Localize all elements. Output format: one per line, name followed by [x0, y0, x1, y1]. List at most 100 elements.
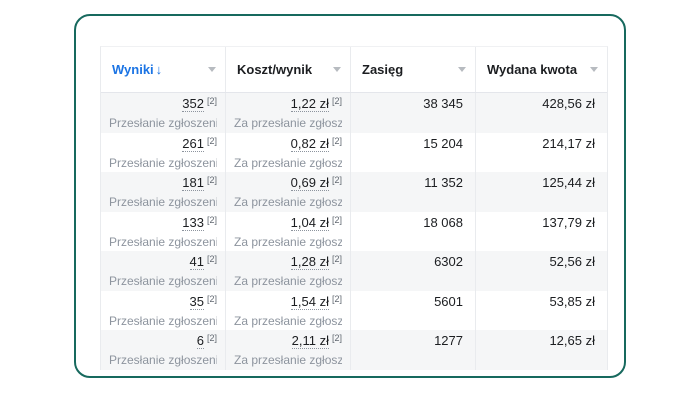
table-row: 6[2] Przesłanie zgłoszeni… 2,11 zł[2] Za… [101, 330, 607, 370]
cell-koszt-wynik: 0,82 zł[2] Za przesłanie zgłosz… [226, 132, 351, 172]
footnote-ref: [2] [206, 333, 217, 343]
footnote-ref: [2] [331, 175, 342, 185]
cost-type-label: Za przesłanie zgłosz… [234, 353, 342, 367]
results-type-label: Przesłanie zgłoszeni… [109, 155, 217, 170]
chevron-down-icon[interactable] [208, 67, 216, 72]
results-value[interactable]: 181 [182, 175, 204, 191]
table-row: 261[2] Przesłanie zgłoszeni… 0,82 zł[2] … [101, 132, 607, 173]
amount-spent-value: 52,56 zł [549, 254, 595, 269]
cost-per-result-value[interactable]: 1,28 zł [290, 254, 329, 270]
cell-koszt-wynik: 0,69 zł[2] Za przesłanie zgłosz… [226, 172, 351, 212]
cell-wydana-kwota: 52,56 zł [476, 251, 607, 291]
column-header-wyniki[interactable]: Wyniki ↓ [101, 47, 226, 92]
cost-per-result-value[interactable]: 0,82 zł [290, 135, 329, 152]
results-type-label: Przesłanie zgłoszeni… [109, 353, 217, 367]
results-type-label: Przesłanie zgłoszeni… [109, 116, 217, 130]
cell-koszt-wynik: 2,11 zł[2] Za przesłanie zgłosz… [226, 330, 351, 370]
cell-koszt-wynik: 1,04 zł[2] Za przesłanie zgłosz… [226, 211, 351, 251]
amount-spent-value: 12,65 zł [549, 333, 595, 348]
cell-wyniki: 181[2] Przesłanie zgłoszeni… [101, 172, 226, 212]
footnote-ref: [2] [331, 333, 342, 343]
results-type-label: Przesłanie zgłoszeni… [109, 195, 217, 209]
reach-value: 38 345 [423, 96, 463, 111]
cell-wyniki: 261[2] Przesłanie zgłoszeni… [101, 132, 226, 172]
column-header-zasieg[interactable]: Zasięg [351, 47, 476, 92]
amount-spent-value: 125,44 zł [542, 175, 595, 190]
footnote-ref: [2] [331, 135, 342, 146]
cost-type-label: Za przesłanie zgłosz… [234, 274, 342, 288]
table-header-row: Wyniki ↓ Koszt/wynik Zasięg Wydana kwota [101, 47, 607, 93]
reach-value: 11 352 [424, 175, 463, 190]
results-value[interactable]: 6 [196, 333, 204, 349]
amount-spent-value: 53,85 zł [549, 293, 595, 309]
reach-value: 18 068 [423, 214, 463, 230]
chevron-down-icon[interactable] [590, 67, 598, 72]
cell-zasieg: 15 204 [351, 132, 476, 172]
cell-wydana-kwota: 428,56 zł [476, 93, 607, 133]
amount-spent-value: 137,79 zł [542, 214, 595, 230]
cost-per-result-value[interactable]: 2,11 zł [291, 333, 329, 349]
column-header-wydana-kwota-label: Wydana kwota [487, 62, 578, 77]
reach-value: 5601 [434, 293, 463, 309]
amount-spent-value: 214,17 zł [542, 135, 595, 151]
cell-wyniki: 352[2] Przesłanie zgłoszeni… [101, 93, 226, 133]
sort-descending-icon: ↓ [155, 62, 163, 77]
amount-spent-value: 428,56 zł [542, 96, 595, 111]
cell-wyniki: 35[2] Przesłanie zgłoszeni… [101, 290, 226, 330]
results-value[interactable]: 41 [189, 254, 204, 270]
cost-type-label: Za przesłanie zgłosz… [234, 116, 342, 130]
cost-type-label: Za przesłanie zgłosz… [234, 234, 342, 249]
results-type-label: Przesłanie zgłoszeni… [109, 234, 217, 249]
ads-results-table: Wyniki ↓ Koszt/wynik Zasięg Wydana kwota [100, 46, 608, 370]
column-header-wydana-kwota[interactable]: Wydana kwota [476, 47, 607, 92]
results-type-label: Przesłanie zgłoszeni… [109, 313, 217, 328]
cell-zasieg: 6302 [351, 251, 476, 291]
results-value[interactable]: 35 [189, 293, 204, 310]
chevron-down-icon[interactable] [458, 67, 466, 72]
cell-wyniki: 6[2] Przesłanie zgłoszeni… [101, 330, 226, 370]
cost-type-label: Za przesłanie zgłosz… [234, 313, 342, 328]
column-header-koszt-wynik[interactable]: Koszt/wynik [226, 47, 351, 92]
cost-per-result-value[interactable]: 1,04 zł [290, 214, 329, 231]
cell-wyniki: 133[2] Przesłanie zgłoszeni… [101, 211, 226, 251]
cell-koszt-wynik: 1,22 zł[2] Za przesłanie zgłosz… [226, 93, 351, 133]
report-card: Wyniki ↓ Koszt/wynik Zasięg Wydana kwota [74, 14, 626, 378]
cell-wydana-kwota: 125,44 zł [476, 172, 607, 212]
reach-value: 6302 [434, 254, 463, 269]
table-row: 181[2] Przesłanie zgłoszeni… 0,69 zł[2] … [101, 172, 607, 212]
footnote-ref: [2] [206, 214, 217, 225]
results-value[interactable]: 133 [182, 214, 204, 231]
cost-type-label: Za przesłanie zgłosz… [234, 155, 342, 170]
chevron-down-icon[interactable] [333, 67, 341, 72]
cost-per-result-value[interactable]: 1,54 zł [290, 293, 329, 310]
table-row: 41[2] Przesłanie zgłoszeni… 1,28 zł[2] Z… [101, 251, 607, 291]
footnote-ref: [2] [206, 135, 217, 146]
cell-zasieg: 1277 [351, 330, 476, 370]
results-value[interactable]: 352 [182, 96, 204, 112]
cell-wydana-kwota: 12,65 zł [476, 330, 607, 370]
footnote-ref: [2] [206, 175, 217, 185]
cost-per-result-value[interactable]: 1,22 zł [290, 96, 329, 112]
footnote-ref: [2] [206, 96, 217, 106]
cell-wydana-kwota: 137,79 zł [476, 212, 607, 252]
column-header-wyniki-label: Wyniki ↓ [112, 62, 163, 77]
column-header-koszt-wynik-label: Koszt/wynik [237, 62, 313, 77]
cell-zasieg: 38 345 [351, 93, 476, 133]
footnote-ref: [2] [331, 214, 342, 225]
cell-zasieg: 11 352 [351, 172, 476, 212]
cell-koszt-wynik: 1,28 zł[2] Za przesłanie zgłosz… [226, 251, 351, 291]
footnote-ref: [2] [331, 293, 342, 304]
cell-zasieg: 18 068 [351, 211, 476, 251]
footnote-ref: [2] [206, 293, 217, 304]
cell-zasieg: 5601 [351, 290, 476, 330]
footnote-ref: [2] [206, 254, 217, 264]
cell-wydana-kwota: 214,17 zł [476, 133, 607, 173]
footnote-ref: [2] [331, 96, 342, 106]
results-value[interactable]: 261 [182, 135, 204, 152]
table-row: 133[2] Przesłanie zgłoszeni… 1,04 zł[2] … [101, 211, 607, 252]
cell-wyniki: 41[2] Przesłanie zgłoszeni… [101, 251, 226, 291]
cost-per-result-value[interactable]: 0,69 zł [290, 175, 329, 191]
table-row: 352[2] Przesłanie zgłoszeni… 1,22 zł[2] … [101, 93, 607, 133]
cell-koszt-wynik: 1,54 zł[2] Za przesłanie zgłosz… [226, 290, 351, 330]
cost-type-label: Za przesłanie zgłosz… [234, 195, 342, 209]
